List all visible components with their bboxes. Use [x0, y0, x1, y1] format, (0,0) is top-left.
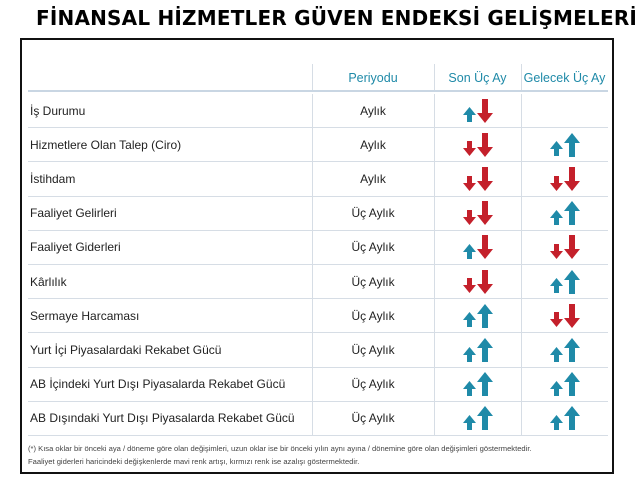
last-three-months-trend: [434, 265, 520, 298]
row-period: Aylık: [360, 103, 386, 118]
header-period: Periyodu: [348, 71, 398, 85]
arrow-down-icon: [549, 175, 563, 191]
row-label: Faaliyet Gelirleri: [30, 206, 117, 221]
arrow-up-icon: [476, 337, 493, 362]
table-row: AB İçindeki Yurt Dışı Piyasalarda Rekabe…: [28, 367, 608, 402]
next-three-months-trend: [521, 162, 607, 195]
arrow-down-icon: [462, 175, 476, 191]
arrow-up-icon: [462, 380, 476, 396]
header-last-three-months: Son Üç Ay: [448, 71, 507, 85]
next-three-months-trend: [521, 231, 607, 264]
arrow-down-icon: [462, 209, 476, 225]
next-three-months-trend: [521, 197, 607, 230]
table-row: AB Dışındaki Yurt Dışı Piyasalarda Rekab…: [28, 401, 608, 436]
arrow-down-icon: [476, 269, 493, 294]
table-row: Yurt İçi Piyasalardaki Rekabet Gücü Üç Ay…: [28, 333, 608, 368]
last-three-months-trend: [434, 299, 520, 332]
next-three-months-trend: [521, 94, 607, 127]
page-title: FİNANSAL HİZMETLER GÜVEN ENDEKSİ GELİŞME…: [36, 6, 638, 30]
row-label: Hizmetlere Olan Talep (Ciro): [30, 137, 182, 152]
arrow-up-icon: [462, 107, 476, 123]
table-row: Faaliyet Giderleri Üç Aylık: [28, 230, 608, 265]
row-period: Üç Aylık: [351, 411, 395, 426]
row-period: Üç Aylık: [351, 206, 395, 221]
row-label: AB Dışındaki Yurt Dışı Piyasalarda Rekab…: [30, 411, 295, 426]
row-period: Üç Aylık: [351, 308, 395, 323]
arrow-down-icon: [563, 235, 580, 260]
table-row: Kârlılık Üç Aylık: [28, 264, 608, 300]
row-period: Aylık: [360, 137, 386, 152]
row-period: Üç Aylık: [351, 377, 395, 392]
arrow-up-icon: [563, 201, 580, 226]
arrow-up-icon: [563, 132, 580, 157]
last-three-months-trend: [434, 231, 520, 264]
table-header: Periyodu Son Üç Ay Gelecek Üç Ay: [28, 64, 608, 92]
header-next-three-months: Gelecek Üç Ay: [523, 71, 606, 85]
arrow-up-icon: [462, 414, 476, 430]
next-three-months-trend: [521, 333, 607, 366]
arrow-up-icon: [549, 209, 563, 225]
row-label: Sermaye Harcaması: [30, 308, 140, 323]
row-label: Yurt İçi Piyasalardaki Rekabet Gücü: [30, 342, 222, 357]
arrow-up-icon: [563, 406, 580, 431]
table-frame: Periyodu Son Üç Ay Gelecek Üç Ay İş Duru…: [20, 38, 614, 474]
arrow-down-icon: [549, 243, 563, 259]
arrow-up-icon: [476, 406, 493, 431]
row-label: Kârlılık: [30, 274, 67, 289]
row-period: Üç Aylık: [351, 240, 395, 255]
last-three-months-trend: [434, 197, 520, 230]
next-three-months-trend: [521, 402, 607, 435]
arrow-down-icon: [476, 235, 493, 260]
arrow-down-icon: [563, 166, 580, 191]
table-row: Faaliyet Gelirleri Üç Aylık: [28, 196, 608, 231]
last-three-months-trend: [434, 402, 520, 435]
row-label: İstihdam: [30, 171, 76, 186]
last-three-months-trend: [434, 94, 520, 127]
table-row: İstihdam Aylık: [28, 162, 608, 197]
arrow-down-icon: [462, 141, 476, 157]
last-three-months-trend: [434, 368, 520, 401]
row-period: Üç Aylık: [351, 342, 395, 357]
footnote-line-1: (*) Kısa oklar bir önceki aya / döneme g…: [28, 444, 532, 453]
row-label: İş Durumu: [30, 103, 86, 118]
arrow-up-icon: [563, 337, 580, 362]
last-three-months-trend: [434, 333, 520, 366]
arrow-down-icon: [462, 278, 476, 294]
next-three-months-trend: [521, 299, 607, 332]
footnote-line-2: Faaliyet giderleri haricindeki değişkenl…: [28, 457, 360, 466]
row-label: Faaliyet Giderleri: [30, 240, 121, 255]
next-three-months-trend: [521, 368, 607, 401]
arrow-up-icon: [563, 269, 580, 294]
table-row: Sermaye Harcaması Üç Aylık: [28, 299, 608, 334]
table-row: Hizmetlere Olan Talep (Ciro) Aylık: [28, 128, 608, 163]
arrow-up-icon: [476, 372, 493, 397]
table-body: İş Durumu Aylık Hizmetlere Olan Talep (Cir…: [28, 94, 608, 436]
arrow-up-icon: [549, 278, 563, 294]
arrow-down-icon: [563, 303, 580, 328]
last-three-months-trend: [434, 128, 520, 161]
arrow-up-icon: [549, 414, 563, 430]
arrow-up-icon: [549, 141, 563, 157]
arrow-down-icon: [476, 166, 493, 191]
row-period: Aylık: [360, 171, 386, 186]
table-row: İş Durumu Aylık: [28, 94, 608, 129]
row-label: AB İçindeki Yurt Dışı Piyasalarda Rekabe…: [30, 377, 286, 392]
arrow-down-icon: [476, 201, 493, 226]
row-period: Üç Aylık: [351, 274, 395, 289]
arrow-up-icon: [462, 312, 476, 328]
arrow-up-icon: [462, 346, 476, 362]
footnote: (*) Kısa oklar bir önceki aya / döneme g…: [28, 442, 608, 468]
arrow-up-icon: [563, 372, 580, 397]
next-three-months-trend: [521, 265, 607, 298]
arrow-down-icon: [476, 132, 493, 157]
arrow-up-icon: [476, 303, 493, 328]
arrow-up-icon: [549, 346, 563, 362]
last-three-months-trend: [434, 162, 520, 195]
arrow-up-icon: [462, 243, 476, 259]
next-three-months-trend: [521, 128, 607, 161]
arrow-up-icon: [549, 380, 563, 396]
arrow-down-icon: [476, 98, 493, 123]
arrow-down-icon: [549, 312, 563, 328]
